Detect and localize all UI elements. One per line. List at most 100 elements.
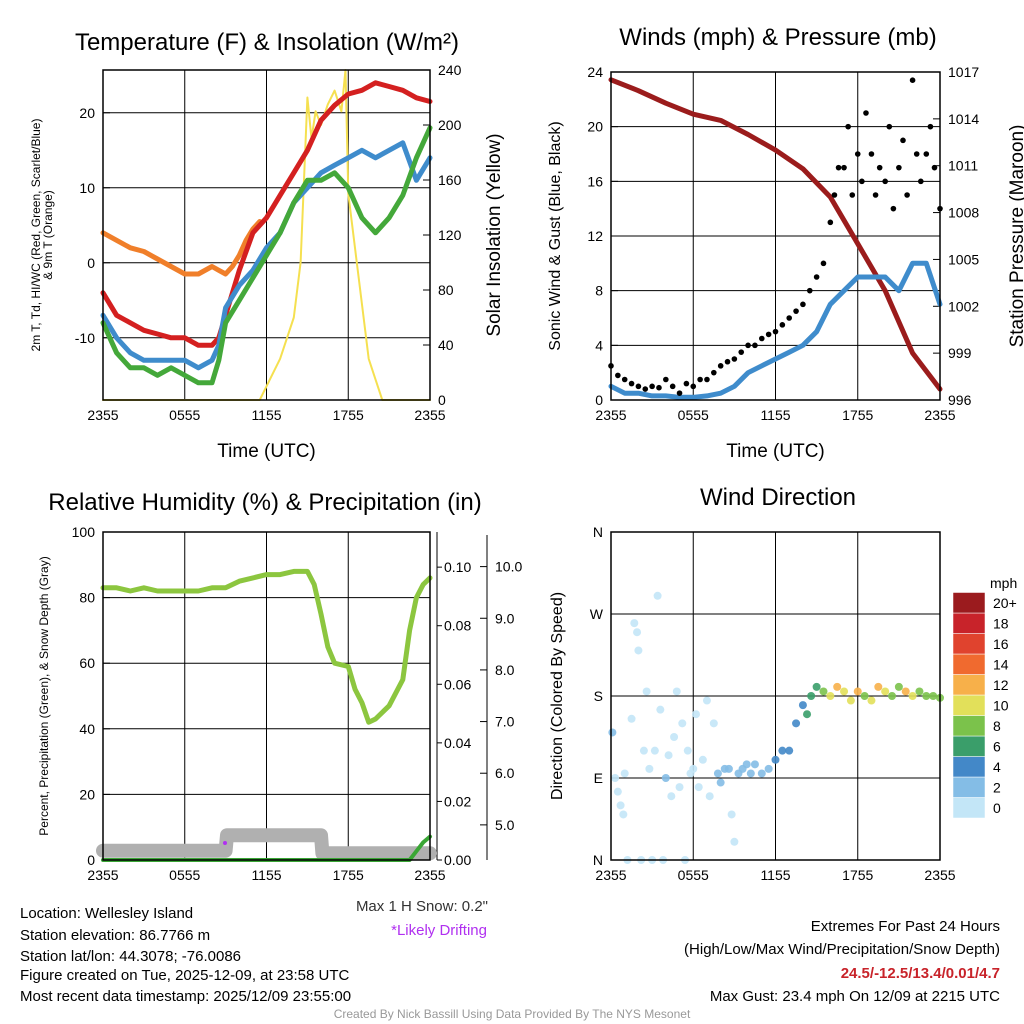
gust-point: [806, 287, 813, 294]
wind-direction-point: [901, 687, 910, 696]
x-tick-label: 2355: [924, 867, 955, 883]
wind-direction-point: [915, 687, 924, 696]
colorbar-label: 12: [993, 677, 1009, 693]
gust-point: [793, 308, 799, 314]
chart-title: Wind Direction: [700, 484, 856, 511]
wind-direction-point: [922, 692, 931, 700]
wind-direction-point: [757, 769, 766, 778]
chart-panel-2: Winds (mph) & Pressure (mb) 2355 0555 1155 1…: [547, 24, 1024, 462]
gust-point: [813, 274, 820, 280]
y-tick-label: 80: [79, 590, 95, 606]
gust-point: [786, 315, 793, 321]
y-tick-label-right: 160: [438, 172, 462, 188]
wind-direction-point: [705, 792, 714, 801]
colorbar-swatch: [952, 592, 986, 614]
wind-direction-point: [803, 710, 812, 719]
chart-panel-1: Temperature (F) & Insolation (W/m²)2355 0…: [29, 29, 505, 462]
wind-direction-point: [785, 746, 794, 755]
x-tick-label: 1755: [842, 867, 873, 883]
colorbar-swatch: [952, 653, 986, 675]
wind-direction-point: [709, 719, 718, 728]
wind-direction-point: [826, 692, 835, 700]
wind-direction-point: [645, 764, 654, 773]
chart-title: Temperature (F) & Insolation (W/m²): [75, 29, 459, 56]
wind-direction-point: [746, 769, 755, 778]
y-tick-label: 24: [587, 64, 603, 80]
y-tick-label-right: 1005: [948, 251, 979, 267]
latlon-text: Station lat/lon: 44.3078; -76.0086: [20, 948, 242, 965]
chart-panel-3: Relative Humidity (%) & Precipitation (i…: [37, 489, 522, 883]
gust-point: [854, 151, 861, 157]
y-tick-label: 4: [595, 337, 603, 353]
wind-direction-point: [694, 783, 703, 792]
snow-tick-label: 7.0: [495, 714, 515, 730]
recent-timestamp-text: Most recent data timestamp: 2025/12/09 2…: [20, 988, 352, 1005]
wind-direction-point: [807, 692, 816, 700]
gust-point: [800, 301, 806, 308]
gust-point: [711, 369, 717, 376]
gust-point: [779, 322, 786, 328]
wind-direction-point: [661, 774, 670, 782]
colorbar-label: 20+: [993, 595, 1017, 611]
x-tick-label: 1155: [760, 867, 790, 883]
wind-direction-point: [627, 714, 636, 723]
wind-direction-point: [633, 628, 642, 637]
x-tick-label: 2355: [87, 407, 118, 423]
gust-point: [690, 383, 697, 390]
gust-point: [752, 342, 758, 349]
gust-point: [931, 164, 938, 171]
gust-point: [656, 384, 662, 391]
y-axis-label-left: & 9m T (Orange): [41, 190, 55, 280]
wind-direction-point: [819, 687, 828, 696]
gust-point: [845, 123, 851, 130]
wind-direction-point: [630, 619, 639, 628]
wind-direction-point: [750, 760, 759, 769]
gust-point: [872, 192, 879, 198]
gust-point: [841, 164, 847, 171]
chart-title: Relative Humidity (%) & Precipitation (i…: [48, 489, 481, 516]
gust-point: [896, 164, 902, 171]
gust-point: [615, 372, 621, 379]
wind-direction-point: [620, 769, 629, 778]
gust-point: [882, 178, 888, 185]
y-tick-label-right: 1017: [948, 64, 979, 80]
colorbar-label: 14: [993, 656, 1009, 672]
drifting-marker: [222, 841, 227, 845]
y-axis-label-left: Sonic Wind & Gust (Blue, Black): [547, 121, 564, 350]
credit-text: Created By Nick Bassill Using Data Provi…: [333, 1007, 691, 1021]
y-axis-label-left: Percent, Precipitation (Green), & Snow D…: [37, 556, 51, 835]
2m-temperature-line: [100, 80, 433, 348]
station-pressure-line: [608, 77, 943, 392]
gust-point: [868, 151, 875, 157]
wind-direction-point: [634, 646, 643, 655]
y-tick-label: S: [594, 688, 603, 704]
colorbar-label: 2: [993, 779, 1001, 795]
wind-direction-point: [860, 692, 869, 700]
gust-point: [669, 383, 676, 390]
y-tick-label: 40: [79, 721, 95, 737]
colorbar-label: 0: [993, 800, 1001, 816]
wind-direction-point: [730, 837, 739, 846]
wind-direction-point: [639, 746, 648, 755]
x-tick-label: 1755: [842, 407, 873, 423]
wind-direction-point: [888, 692, 897, 700]
gust-point: [621, 376, 628, 383]
y-tick-label: 0: [595, 392, 603, 408]
wind-direction-point: [608, 728, 617, 737]
x-tick-label: 2355: [924, 407, 955, 423]
gust-point: [909, 77, 916, 83]
colorbar-swatch: [952, 612, 986, 634]
y-tick-label: E: [594, 770, 603, 786]
colorbar-label: 4: [993, 759, 1001, 775]
gust-point: [697, 376, 703, 383]
dew-point-line: [100, 125, 433, 386]
gust-point: [927, 123, 934, 130]
max-snow-label: Max 1 H Snow: 0.2": [355, 898, 488, 915]
x-tick-label: 1755: [333, 407, 364, 423]
wind-direction-point: [689, 764, 698, 773]
gust-point: [724, 358, 731, 365]
y-tick-label: 20: [79, 786, 95, 802]
wind-direction-point: [642, 687, 651, 696]
x-tick-label: 0555: [678, 867, 709, 883]
